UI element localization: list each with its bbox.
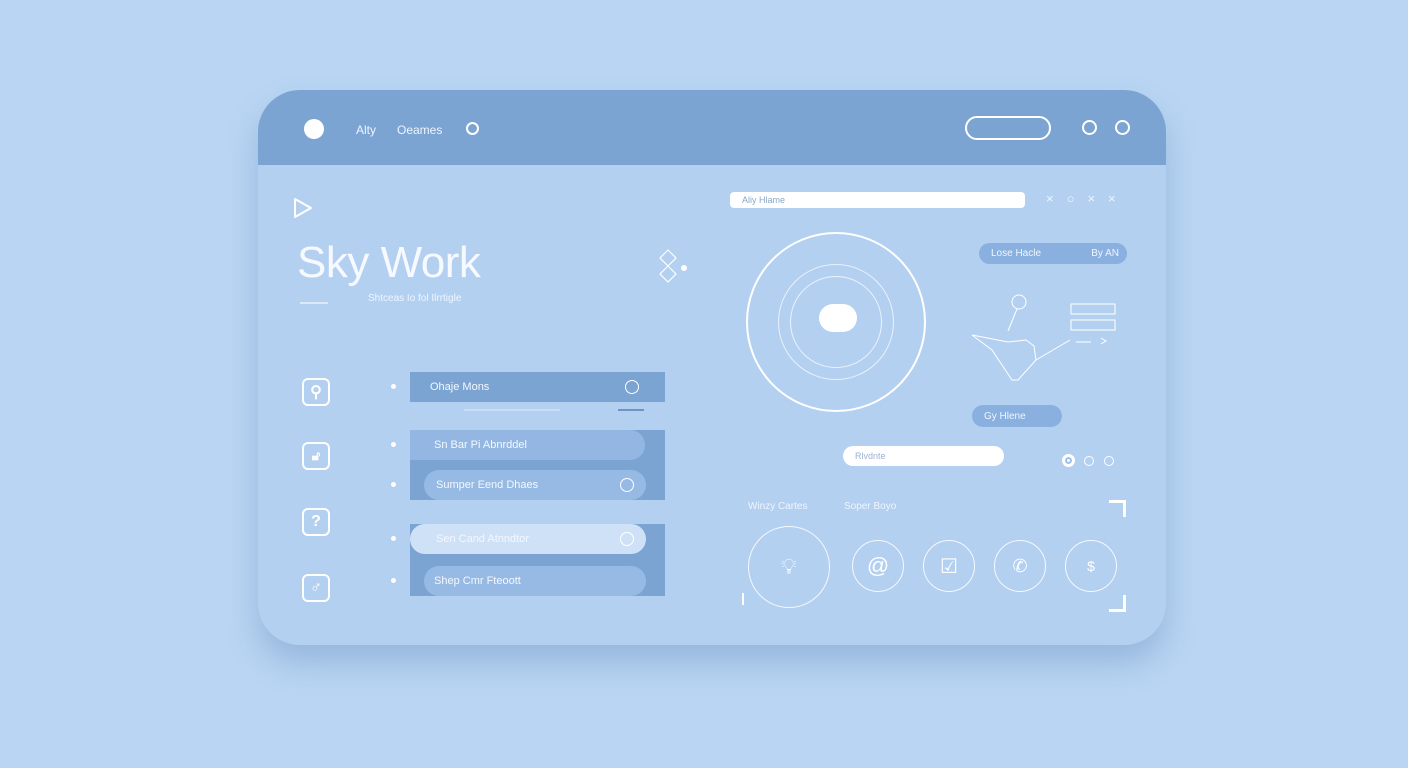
corner-bracket [1109,595,1126,612]
list-item-label: Sen Cand Atnndtor [436,533,529,545]
bullet [391,536,396,541]
section-label: Winzy Cartes [748,501,808,512]
search-check-icon[interactable]: ⚲ [302,378,330,406]
bullet [391,482,396,487]
corner-bracket [742,593,744,605]
list-item-label: Shep Cmr Fteoott [434,575,521,587]
window-button-icon[interactable] [1082,120,1097,135]
search-input[interactable]: Aliy Hlame [730,192,1025,208]
header-bar: Alty Oeames [258,90,1166,165]
tag-pill[interactable]: Lose Hacle By AN [979,243,1127,264]
dial-inner-ring [778,264,894,380]
money-icon[interactable]: $ [1065,540,1117,592]
progress-marker [618,409,644,411]
circle-icon[interactable] [466,122,479,135]
radio-icon[interactable] [620,478,634,492]
list-item[interactable]: Sumper Eend Dhaes [424,470,646,500]
radio-icon[interactable] [625,380,639,394]
corner-bracket [1109,500,1126,517]
play-icon[interactable] [292,196,314,220]
pager-dot[interactable] [1084,456,1094,466]
list-item[interactable]: Ohaje Mons [410,372,665,402]
bullet [391,578,396,583]
phone-icon[interactable]: ✆ [994,540,1046,592]
dial-core-ring [790,276,882,368]
radio-icon[interactable] [620,532,634,546]
diamond-nodes-icon [659,249,687,283]
window-controls[interactable]: ×○×× [1046,191,1129,206]
bullet [391,442,396,447]
lightbulb-icon[interactable]: 💡︎ [748,526,830,608]
list-item-label: Sumper Eend Dhaes [436,479,539,491]
lock-icon[interactable]: 🔓︎ [302,442,330,470]
dial-outer-ring [746,232,926,412]
checkbox-icon[interactable]: ☑ [923,540,975,592]
page-title: Sky Work [297,238,481,287]
progress-track [464,409,560,411]
list-item[interactable]: Sen Cand Atnndtor [410,524,646,554]
cloud-icon [819,304,857,332]
tag-left-label: Lose Hacle [991,248,1042,259]
nav-item-oeames[interactable]: Oeames [397,123,443,137]
bullet [391,384,396,389]
at-sign-icon[interactable]: @ [852,540,904,592]
subtitle: Shtceas Io fol Ilrrtigle [368,293,462,304]
network-graph-icon [971,294,1116,381]
app-window: Alty Oeames Sky Work Shtceas Io fol Ilrr… [258,90,1166,645]
tag-right-label: By AN [1091,248,1119,259]
list-item-label: Ohaje Mons [430,381,490,393]
list-item-label: Sn Bar Pi Abnrddel [434,439,527,451]
help-icon[interactable]: ? [302,508,330,536]
tag-pill[interactable]: Gy Hlene [972,405,1062,427]
window-button-icon[interactable] [1115,120,1130,135]
text-input[interactable]: Rlvdnte [843,446,1004,466]
logo-dot [304,119,324,139]
pager-dot-active[interactable] [1062,454,1075,467]
nav-item-alty[interactable]: Alty [356,123,377,137]
pager-dot[interactable] [1104,456,1114,466]
header-search-pill[interactable] [965,116,1051,140]
list-item[interactable]: Sn Bar Pi Abnrddel [410,430,645,460]
gender-icon[interactable]: ♂ [302,574,330,602]
section-label: Soper Boyo [844,501,897,512]
divider [300,302,328,304]
list-item[interactable]: Shep Cmr Fteoott [424,566,646,596]
